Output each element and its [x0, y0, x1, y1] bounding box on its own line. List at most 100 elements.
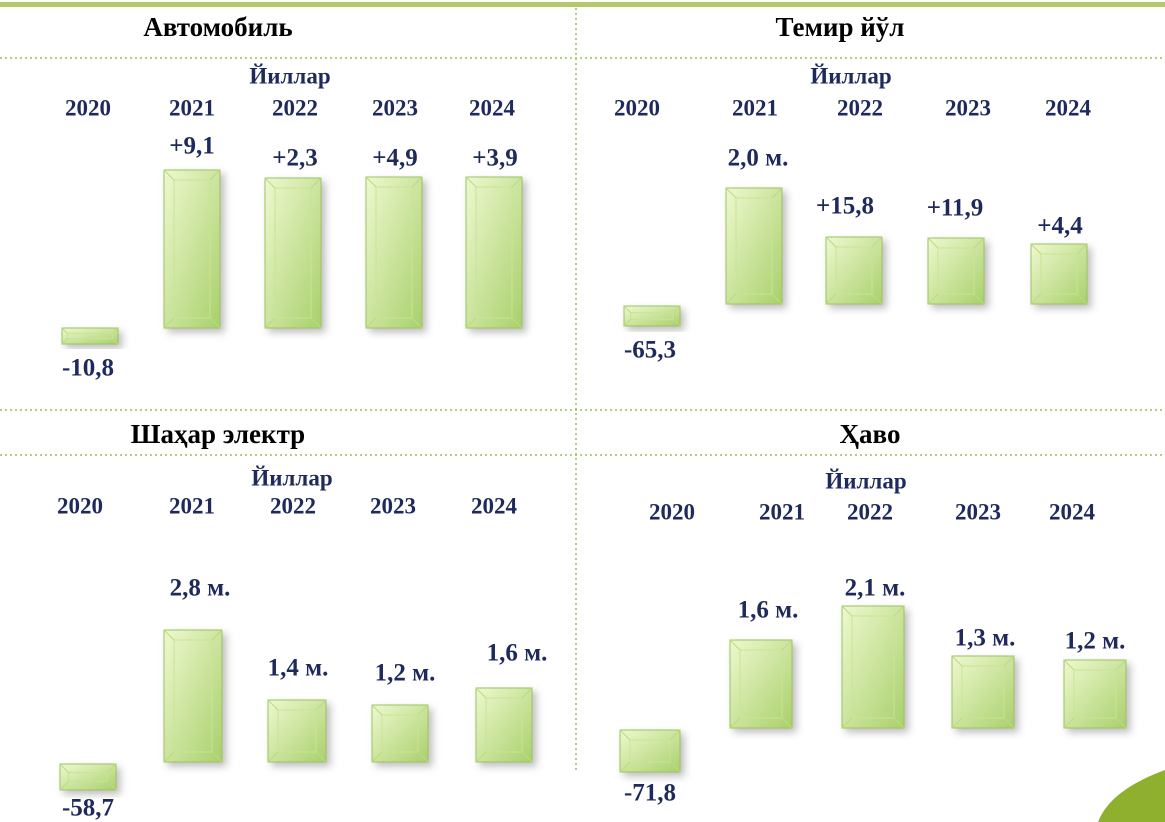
value-label: -10,8	[62, 355, 114, 382]
bar-bevel	[851, 615, 895, 719]
bar	[365, 176, 423, 329]
value-label: +3,9	[472, 145, 518, 172]
bar-bevel	[277, 709, 317, 753]
bar-bevel	[274, 187, 312, 319]
bar-facet	[927, 237, 985, 305]
bar	[264, 177, 322, 329]
bar-facet	[623, 305, 681, 327]
top-border	[0, 2, 1165, 7]
bar-bevel	[485, 697, 523, 753]
value-label: 2,0 м.	[728, 145, 789, 172]
bar-bevel	[375, 186, 413, 319]
bar-bevel	[381, 714, 419, 753]
bar	[163, 169, 221, 329]
year-label: 2021	[732, 95, 778, 120]
bar-facet	[365, 176, 423, 329]
bar-bevel	[937, 247, 975, 295]
bar	[475, 687, 533, 763]
bar-facet	[465, 176, 523, 329]
bar-facet	[371, 704, 429, 763]
year-label: 2022	[272, 95, 318, 120]
value-label: 1,3 м.	[955, 625, 1016, 652]
bar-bevel	[961, 665, 1005, 719]
bar-bevel	[1040, 253, 1078, 295]
bar-facet	[163, 169, 221, 329]
axis-label: Йиллар	[825, 468, 906, 493]
value-label: +15,8	[816, 193, 874, 220]
bar	[61, 327, 119, 345]
value-label: +4,9	[372, 145, 418, 172]
year-label: 2020	[65, 95, 111, 120]
bar-bevel	[629, 739, 671, 763]
value-label: +2,3	[272, 145, 318, 172]
year-label: 2024	[469, 95, 516, 120]
value-label: -65,3	[624, 337, 676, 364]
bar-bevel	[173, 179, 211, 319]
year-label: 2021	[169, 95, 215, 120]
axis-label: Йиллар	[251, 465, 332, 490]
year-label: 2022	[847, 499, 893, 524]
corner-decoration	[1098, 770, 1165, 822]
year-label: 2020	[649, 499, 695, 524]
year-label: 2023	[370, 493, 416, 518]
bar-bevel	[735, 197, 773, 295]
bar-facet	[475, 687, 533, 763]
bar-bevel	[630, 312, 674, 320]
bar-facet	[619, 729, 681, 773]
value-label: 2,1 м.	[845, 575, 906, 602]
bar-bevel	[835, 246, 873, 295]
bar-facet	[825, 236, 883, 305]
value-label: 1,2 м.	[375, 660, 436, 687]
panel-title: Шаҳар электр	[131, 419, 305, 449]
value-label: 1,4 м.	[268, 655, 329, 682]
panel-title: Ҳаво	[840, 419, 901, 449]
value-label: 2,8 м.	[170, 575, 231, 602]
bar-bevel	[475, 186, 513, 319]
bar-facet	[61, 327, 119, 345]
year-label: 2023	[955, 499, 1001, 524]
year-label: 2024	[1049, 499, 1096, 524]
year-label: 2020	[614, 95, 660, 120]
bar-facet	[163, 629, 223, 763]
bar	[825, 236, 883, 305]
value-label: -71,8	[624, 780, 676, 807]
axis-label: Йиллар	[810, 63, 891, 88]
bar	[841, 605, 905, 729]
value-label: +4,4	[1037, 213, 1083, 240]
bar	[619, 729, 681, 773]
bar	[623, 305, 681, 327]
year-label: 2022	[270, 493, 316, 518]
value-label: 1,6 м.	[738, 597, 799, 624]
bar	[927, 237, 985, 305]
bar-bevel	[739, 649, 783, 719]
bar-facet	[1030, 243, 1088, 305]
bar-bevel	[66, 332, 114, 340]
year-label: 2024	[1045, 95, 1092, 120]
year-label: 2022	[837, 95, 883, 120]
bar-facet	[267, 699, 327, 763]
bar	[59, 763, 117, 791]
bar-facet	[264, 177, 322, 329]
value-label: -58,7	[62, 795, 114, 822]
panel-title: Автомобиль	[143, 12, 292, 42]
bar-bevel	[173, 639, 213, 753]
axis-label: Йиллар	[249, 63, 330, 88]
bar	[951, 655, 1015, 729]
panel-title: Темир йўл	[776, 12, 905, 42]
bar-facet	[841, 605, 905, 729]
year-label: 2023	[945, 95, 991, 120]
value-label: 1,2 м.	[1065, 628, 1126, 655]
bar-bevel	[68, 772, 108, 782]
bar-facet	[725, 187, 783, 305]
value-label: 1,6 м.	[487, 640, 548, 667]
year-label: 2021	[169, 493, 215, 518]
bar	[725, 187, 783, 305]
year-label: 2024	[471, 493, 518, 518]
bar-facet	[1063, 659, 1127, 729]
year-label: 2023	[372, 95, 418, 120]
bar-facet	[729, 639, 793, 729]
bar	[163, 629, 223, 763]
bar-facet	[951, 655, 1015, 729]
year-label: 2021	[759, 499, 805, 524]
